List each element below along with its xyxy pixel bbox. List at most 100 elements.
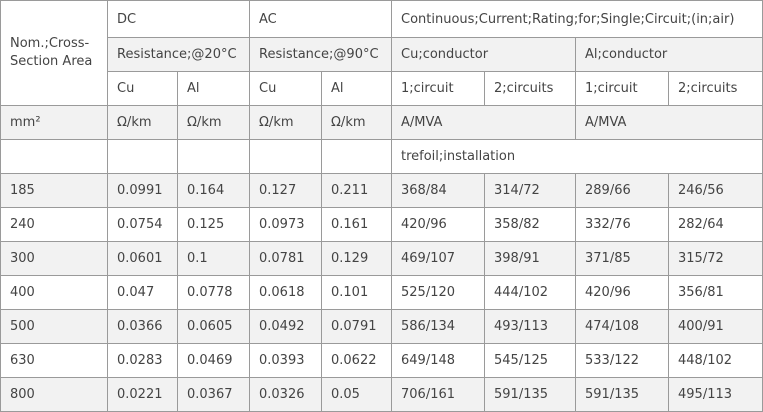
- data-cell: 533/122: [575, 343, 669, 378]
- data-cell: 0.129: [321, 241, 392, 276]
- data-cell: 0.0781: [249, 241, 322, 276]
- empty-cell: [0, 139, 108, 174]
- header-cell: 1;circuit: [391, 71, 485, 106]
- header-cell: Nom.;Cross-Section Area: [0, 0, 108, 106]
- data-cell: 444/102: [484, 275, 576, 310]
- unit-cell: Ω/km: [177, 105, 250, 140]
- data-cell: 469/107: [391, 241, 485, 276]
- header-row: Nom.;Cross-Section Area DC AC Continuous…: [0, 0, 763, 106]
- data-cell: 0.05: [321, 377, 392, 412]
- data-cell: 474/108: [575, 309, 669, 344]
- data-cell: 398/91: [484, 241, 576, 276]
- header-cell: Cu: [107, 71, 178, 106]
- data-cell: 368/84: [391, 173, 485, 208]
- unit-cell: A/MVA: [575, 105, 763, 140]
- data-cell: 706/161: [391, 377, 485, 412]
- data-cell: 500: [0, 309, 108, 344]
- header-row: trefoil;installation: [0, 139, 763, 174]
- header-cell: Cu;conductor: [391, 37, 576, 72]
- data-cell: 420/96: [391, 207, 485, 242]
- data-cell: 0.0326: [249, 377, 322, 412]
- data-cell: 0.0754: [107, 207, 178, 242]
- header-cell: Resistance;@90°C: [249, 37, 392, 72]
- data-row: 400 0.047 0.0778 0.0618 0.101 525/120 444/102 4…: [0, 275, 763, 310]
- unit-cell: Ω/km: [107, 105, 178, 140]
- data-row: 240 0.0754 0.125 0.0973 0.161 420/96 358/82 332…: [0, 207, 763, 242]
- header-cell: Al;conductor: [575, 37, 763, 72]
- data-cell: 649/148: [391, 343, 485, 378]
- data-cell: 0.0791: [321, 309, 392, 344]
- header-cell: 2;circuits: [668, 71, 763, 106]
- data-row: 800 0.0221 0.0367 0.0326 0.05 706/161 591/135 5…: [0, 377, 763, 412]
- header-cell: Resistance;@20°C: [107, 37, 250, 72]
- data-cell: 0.047: [107, 275, 178, 310]
- header-row: Cu Al Cu Al 1;circuit 2;circuits 1;circu…: [1, 71, 763, 106]
- data-cell: 400: [0, 275, 108, 310]
- data-cell: 0.101: [321, 275, 392, 310]
- data-cell: 0.0973: [249, 207, 322, 242]
- empty-cell: [177, 139, 250, 174]
- data-cell: 0.0605: [177, 309, 250, 344]
- empty-cell: [249, 139, 322, 174]
- data-cell: 0.0618: [249, 275, 322, 310]
- header-cell: Cu: [249, 71, 322, 106]
- data-cell: 400/91: [668, 309, 763, 344]
- header-cell: AC: [249, 0, 392, 38]
- header-cell: Continuous;Current;Rating;for;Single;Cir…: [391, 0, 763, 38]
- data-row: 300 0.0601 0.1 0.0781 0.129 469/107 398/91 371/…: [0, 241, 763, 276]
- header-cell: 2;circuits: [484, 71, 576, 106]
- data-cell: 545/125: [484, 343, 576, 378]
- data-cell: 591/135: [575, 377, 669, 412]
- unit-row: mm² Ω/km Ω/km Ω/km Ω/km A/MVA A/MVA: [0, 105, 763, 140]
- data-cell: 495/113: [668, 377, 763, 412]
- data-cell: 0.0991: [107, 173, 178, 208]
- header-row: Resistance;@20°C Resistance;@90°C Cu;con…: [1, 37, 763, 72]
- data-cell: 0.0601: [107, 241, 178, 276]
- data-cell: 0.0393: [249, 343, 322, 378]
- data-cell: 0.0622: [321, 343, 392, 378]
- data-cell: 630: [0, 343, 108, 378]
- data-row: 630 0.0283 0.0469 0.0393 0.0622 649/148 545/12…: [0, 343, 763, 378]
- header-cell: Al: [177, 71, 250, 106]
- data-cell: 0.0283: [107, 343, 178, 378]
- header-cell: 1;circuit: [575, 71, 669, 106]
- data-cell: 356/81: [668, 275, 763, 310]
- data-cell: 0.1: [177, 241, 250, 276]
- data-cell: 289/66: [575, 173, 669, 208]
- data-cell: 358/82: [484, 207, 576, 242]
- data-cell: 240: [0, 207, 108, 242]
- header-cell: DC: [107, 0, 250, 38]
- data-cell: 185: [0, 173, 108, 208]
- data-cell: 332/76: [575, 207, 669, 242]
- data-cell: 246/56: [668, 173, 763, 208]
- data-cell: 314/72: [484, 173, 576, 208]
- data-cell: 0.127: [249, 173, 322, 208]
- data-cell: 0.0221: [107, 377, 178, 412]
- data-cell: 525/120: [391, 275, 485, 310]
- data-cell: 0.0367: [177, 377, 250, 412]
- empty-cell: [107, 139, 178, 174]
- data-cell: 493/113: [484, 309, 576, 344]
- header-cell: Al: [321, 71, 392, 106]
- data-cell: 371/85: [575, 241, 669, 276]
- data-row: 185 0.0991 0.164 0.127 0.211 368/84 314/72 289/…: [0, 173, 763, 208]
- unit-cell: Ω/km: [249, 105, 322, 140]
- data-cell: 420/96: [575, 275, 669, 310]
- unit-cell: mm²: [0, 105, 108, 140]
- data-cell: 586/134: [391, 309, 485, 344]
- data-cell: 282/64: [668, 207, 763, 242]
- data-cell: 0.211: [321, 173, 392, 208]
- unit-cell: Ω/km: [321, 105, 392, 140]
- empty-cell: [321, 139, 392, 174]
- data-cell: 0.0778: [177, 275, 250, 310]
- data-cell: 315/72: [668, 241, 763, 276]
- unit-cell: A/MVA: [391, 105, 576, 140]
- data-cell: 448/102: [668, 343, 763, 378]
- header-cell: trefoil;installation: [391, 139, 763, 174]
- data-cell: 0.0492: [249, 309, 322, 344]
- data-cell: 800: [0, 377, 108, 412]
- data-cell: 591/135: [484, 377, 576, 412]
- data-cell: 300: [0, 241, 108, 276]
